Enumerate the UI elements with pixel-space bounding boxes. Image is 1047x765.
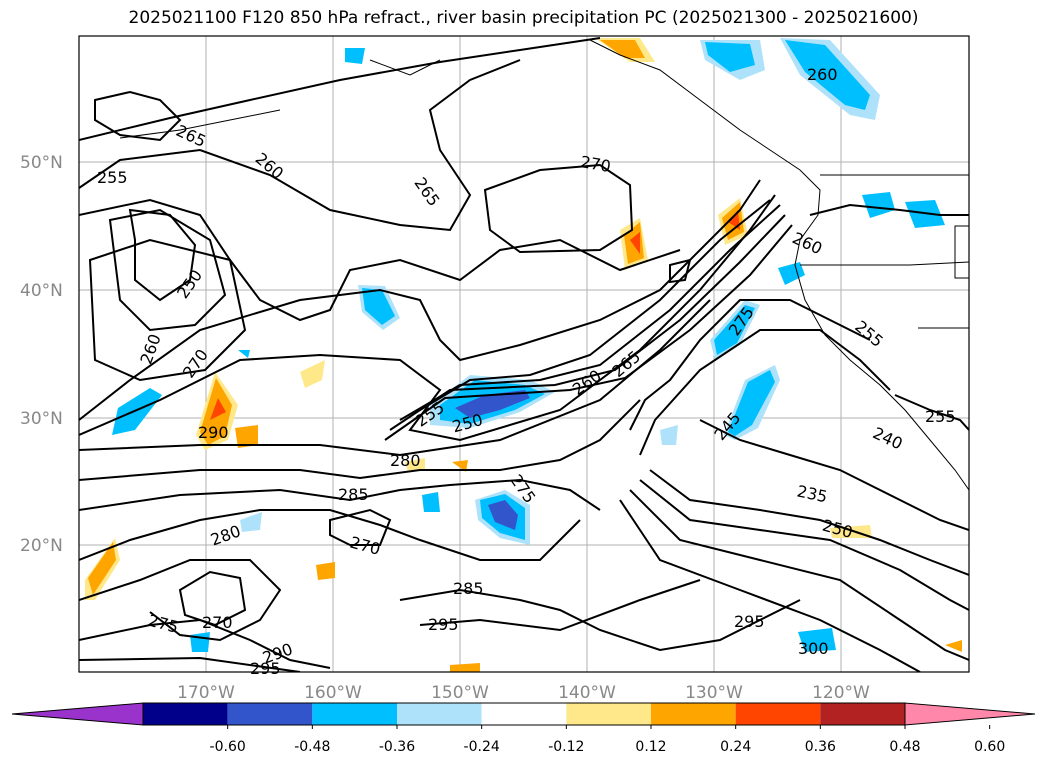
lon-label-120w: 120°W [812, 683, 870, 703]
contour-label: 290 [198, 423, 229, 442]
colorbar-segment [481, 703, 567, 725]
negative-precip-areas [112, 38, 945, 652]
lon-label-150w: 150°W [431, 683, 489, 703]
colorbar-tick-label: 0.48 [889, 739, 920, 755]
latitude-labels: 50°N 40°N 30°N 20°N [20, 153, 63, 556]
colorbar-extend-high [904, 702, 1036, 726]
map-title: 2025021100 F120 850 hPa refract., river … [128, 8, 919, 28]
lon-label-130w: 130°W [685, 683, 743, 703]
contour-label: 255 [97, 168, 128, 187]
colorbar-tick-label: -0.48 [294, 739, 330, 755]
colorbar-tick-label: -0.24 [464, 739, 500, 755]
contour-label: 300 [798, 639, 829, 658]
colorbar-segment [397, 703, 482, 725]
colorbar-tick-label: 0.12 [635, 739, 666, 755]
contour-label: 285 [338, 485, 369, 504]
contour-label: 295 [734, 612, 765, 631]
colorbar-segment [143, 703, 228, 725]
colorbar-segment [820, 703, 905, 725]
colorbar-tick-label: -0.60 [210, 739, 246, 755]
coastlines [119, 39, 969, 491]
contour-label: 270 [202, 613, 233, 632]
lat-label-50n: 50°N [20, 153, 63, 173]
colorbar-tick-label: -0.36 [379, 739, 415, 755]
colorbar-segment [312, 703, 397, 725]
lon-label-170w: 170°W [177, 683, 235, 703]
refractivity-contours [79, 37, 969, 672]
colorbar-tick-label: -0.12 [548, 739, 584, 755]
contour-label: 285 [453, 579, 484, 598]
positive-precip-areas [85, 38, 962, 672]
contour-label: 280 [390, 451, 421, 470]
colorbar-tick-label: 0.36 [805, 739, 836, 755]
colorbar-frame [142, 702, 906, 726]
lon-label-160w: 160°W [304, 683, 362, 703]
lat-label-20n: 20°N [20, 536, 63, 556]
contour-label: 255 [925, 407, 956, 426]
colorbar: -0.60 -0.48 -0.36 -0.24 -0.12 0.12 0.24 0.36 0.4… [11, 702, 1036, 755]
colorbar-segment [566, 703, 651, 725]
colorbar-segment [227, 703, 313, 725]
contour-label: 295 [428, 615, 459, 634]
colorbar-segment [651, 703, 736, 725]
lat-label-40n: 40°N [20, 281, 63, 301]
longitude-labels: 170°W 160°W 150°W 140°W 130°W 120°W [177, 683, 870, 703]
colorbar-tick-label: 0.24 [720, 739, 751, 755]
colorbar-tick-label: 0.60 [974, 739, 1005, 755]
lat-label-30n: 30°N [20, 409, 63, 429]
lon-label-140w: 140°W [558, 683, 616, 703]
colorbar-segment [735, 703, 821, 725]
contour-label: 295 [250, 659, 281, 678]
colorbar-extend-low [11, 702, 144, 726]
contour-label: 260 [807, 65, 838, 84]
plot-frame [78, 35, 970, 673]
plot-area [79, 36, 969, 672]
